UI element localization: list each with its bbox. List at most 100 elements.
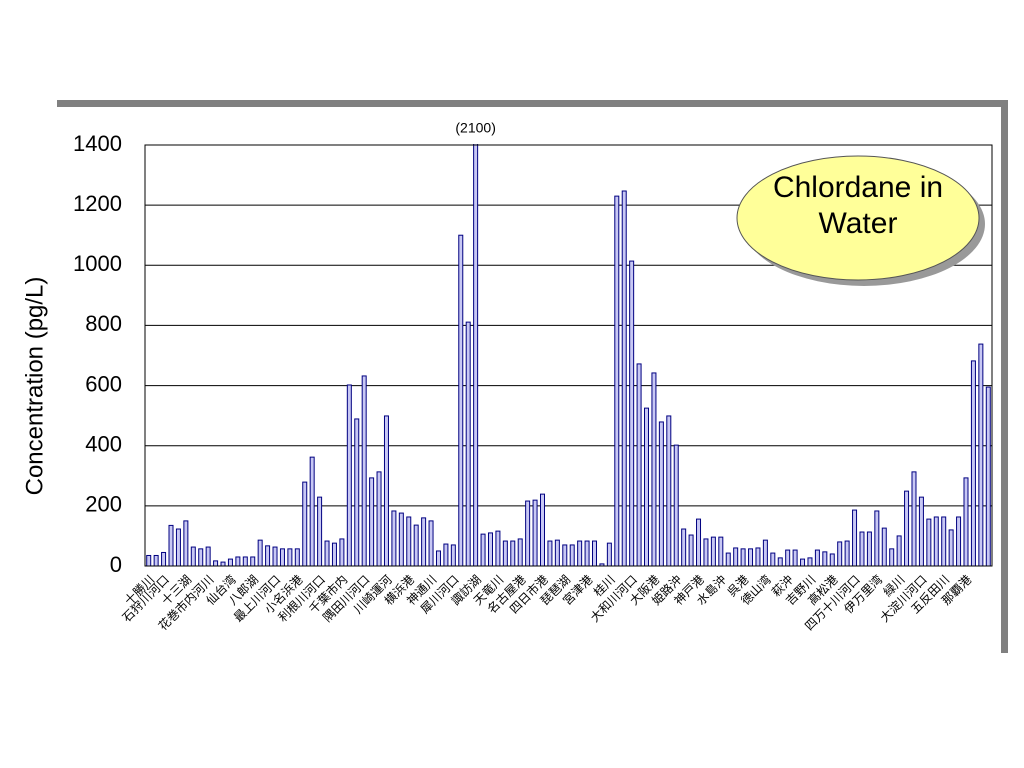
bar [421, 517, 427, 567]
bar [725, 552, 731, 567]
bar [175, 528, 181, 567]
bar [406, 516, 412, 567]
bar [569, 544, 575, 567]
bar [473, 144, 479, 567]
bar [866, 531, 872, 567]
bar [629, 260, 635, 567]
bar [354, 418, 360, 567]
bar [621, 190, 627, 567]
bar [948, 529, 954, 567]
bar [911, 471, 917, 567]
bar [346, 384, 352, 567]
y-tick-label: 0 [110, 552, 122, 577]
bar [153, 554, 159, 567]
y-tick-label: 1400 [73, 131, 122, 156]
bar [213, 560, 219, 567]
bar [502, 540, 508, 567]
bar [517, 538, 523, 567]
bar [146, 554, 152, 567]
bar [666, 415, 672, 567]
bar [904, 490, 910, 567]
bar [443, 543, 449, 567]
bar [658, 421, 664, 567]
bar [435, 550, 441, 567]
bar [762, 539, 768, 567]
bar [265, 545, 271, 567]
value-label: (2100) [455, 120, 495, 136]
bar [703, 538, 709, 567]
bar [785, 549, 791, 567]
y-tick-label: 200 [85, 492, 122, 517]
bar [918, 496, 924, 567]
bar [896, 535, 902, 567]
bar [852, 509, 858, 567]
bar [257, 539, 263, 567]
bar [487, 532, 493, 567]
bar [577, 540, 583, 567]
bar [807, 557, 813, 567]
bar [547, 540, 553, 567]
chart-title: Chlordane in Water [772, 171, 944, 240]
bar [168, 524, 174, 567]
bar [733, 547, 739, 567]
bar [361, 375, 367, 567]
bar [614, 195, 620, 567]
bar [220, 561, 226, 567]
y-tick-label: 600 [85, 371, 122, 396]
bar [369, 477, 375, 567]
bar [331, 542, 337, 567]
bar [458, 234, 464, 567]
bar [926, 518, 932, 567]
bar [428, 520, 434, 567]
bar [748, 548, 754, 567]
bar [777, 557, 783, 567]
bar [800, 558, 806, 567]
bar [770, 552, 776, 567]
bar [592, 540, 598, 567]
y-axis-label: Concentration (pg/L) [21, 277, 48, 496]
bar [376, 471, 382, 567]
bar [539, 493, 545, 567]
bar [696, 518, 702, 567]
bar [272, 546, 278, 567]
bar [941, 516, 947, 567]
plot-border [144, 144, 993, 567]
bar [554, 539, 560, 567]
bar [985, 386, 991, 567]
bar [606, 542, 612, 567]
y-tick-label: 400 [85, 432, 122, 457]
frame-right [1001, 100, 1008, 653]
bar [413, 524, 419, 567]
bar [881, 527, 887, 567]
bar [205, 546, 211, 567]
bar [250, 556, 256, 567]
bar [480, 533, 486, 567]
bar [584, 540, 590, 567]
bar [822, 551, 828, 567]
y-tick-label: 1200 [73, 191, 122, 216]
bar [636, 363, 642, 567]
bar [339, 538, 345, 567]
bar [532, 499, 538, 567]
bar [889, 548, 895, 567]
bar [814, 549, 820, 567]
bar [681, 528, 687, 567]
bar [740, 548, 746, 567]
bar [859, 531, 865, 567]
bar [710, 536, 716, 567]
bar [829, 553, 835, 567]
bar [718, 536, 724, 567]
bar [391, 510, 397, 567]
bar [198, 548, 204, 567]
y-tick-label: 800 [85, 311, 122, 336]
bar [294, 548, 300, 567]
bar [688, 534, 694, 567]
bar [933, 516, 939, 567]
bar [242, 556, 248, 567]
bar [644, 407, 650, 567]
bar [465, 321, 471, 567]
bar [235, 556, 241, 567]
bar [792, 549, 798, 567]
